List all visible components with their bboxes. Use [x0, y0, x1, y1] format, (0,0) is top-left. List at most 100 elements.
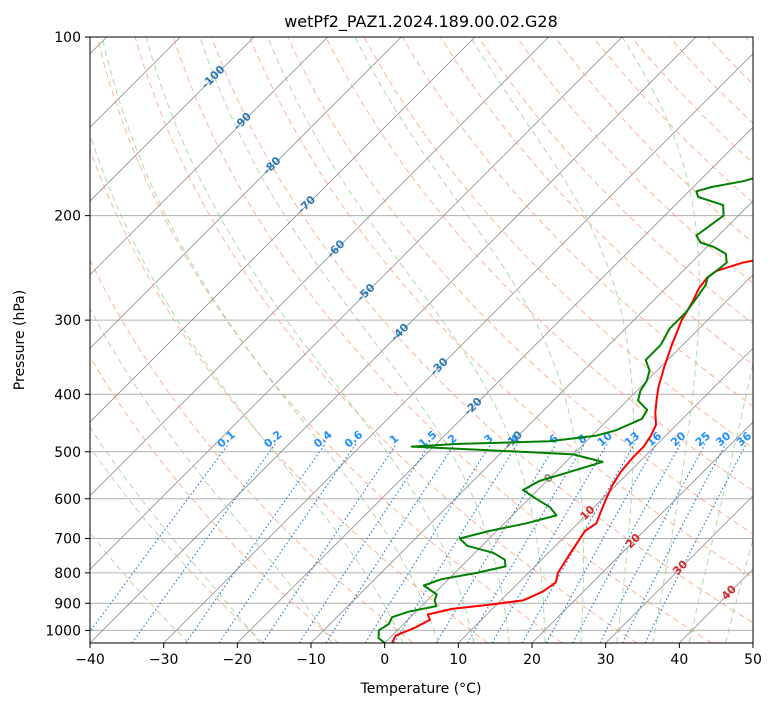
moist-adiabat: [688, 361, 753, 643]
isotherm-label: 30: [670, 557, 690, 577]
y-tick-label: 400: [54, 387, 81, 403]
isotherm-line: [90, 37, 697, 643]
isotherm-label: -20: [462, 395, 485, 418]
moist-adiabat: [145, 37, 475, 643]
dry-adiabat: [90, 355, 339, 643]
y-axis-label: Pressure (hPa): [12, 290, 28, 390]
isotherm-line: [90, 37, 328, 276]
mixing-ratio-label: 36: [734, 429, 754, 449]
mixing-ratio-label: 13: [622, 429, 642, 449]
isotherm-label: -50: [354, 281, 377, 304]
moist-adiabat: [101, 37, 439, 643]
dry-adiabat: [516, 37, 753, 284]
plot-area: 0.1 0.2 0.4 0.6 1 1.5 2 3 4 6 8 10 13 16 20 25 30 36-100-…: [90, 37, 754, 643]
y-tick-label: 500: [54, 445, 81, 461]
isotherm-line: [90, 37, 255, 202]
mixing-ratio-label: 20: [668, 429, 688, 449]
isotherm-label: -40: [388, 320, 411, 343]
mixing-ratio-line: [491, 443, 608, 643]
y-tick-label: 100: [54, 30, 81, 46]
x-tick-label: 10: [449, 652, 467, 668]
isotherm-label: -60: [324, 237, 347, 260]
isotherm-line: [679, 568, 753, 643]
temperature-profile-line: [391, 259, 753, 643]
dry-adiabat: [90, 148, 488, 643]
axes: −40 −30 −20 −10 0 10 20 30 40 5010020030040050060…: [45, 30, 762, 668]
x-tick-label: 20: [523, 652, 541, 668]
isotherm-line: [605, 495, 753, 643]
mixing-ratio-line: [325, 443, 456, 643]
isotherm-line: [237, 126, 753, 643]
x-tick-label: 30: [597, 652, 615, 668]
isotherm-line: [752, 642, 753, 643]
moist-adiabat: [470, 37, 634, 643]
dry-adiabat: [669, 37, 753, 125]
dry-adiabat: [172, 37, 712, 643]
mixing-ratio-label: 0.1: [215, 428, 238, 450]
mixing-ratio-line: [185, 443, 326, 643]
isotherm-line: [384, 274, 753, 643]
isotherm-line: [90, 37, 623, 570]
dry-adiabat: [211, 37, 753, 624]
x-tick-label: −40: [75, 652, 105, 668]
dry-adiabat: [90, 445, 264, 643]
moist-adiabat: [725, 538, 753, 643]
mixing-ratio-line: [435, 443, 557, 643]
mixing-ratio-line: [467, 443, 585, 643]
isotherm-label: -80: [260, 154, 283, 177]
dewpoint-profile-line: [377, 177, 753, 643]
isotherm-line: [458, 347, 753, 643]
isotherm-line: [310, 200, 753, 643]
moist-adiabat: [199, 37, 510, 643]
x-tick-label: 0: [380, 652, 389, 668]
isotherm-line: [90, 37, 402, 349]
plot-frame: [89, 36, 754, 644]
isotherm-label: -70: [295, 193, 318, 216]
dry-adiabat: [249, 37, 753, 579]
dry-adiabat: [554, 37, 753, 244]
mixing-ratio-line: [298, 443, 431, 643]
y-tick-label: 300: [54, 313, 81, 329]
x-axis-label: Temperature (°C): [360, 681, 482, 697]
isotherm-label: -30: [428, 355, 451, 378]
mixing-ratio-line: [131, 443, 276, 643]
mixing-ratio-label: 25: [693, 429, 713, 449]
isotherm-line: [90, 37, 549, 497]
mixing-ratio-label: 1: [387, 432, 401, 447]
mixing-ratio-line: [393, 443, 518, 643]
dry-adiabat: [90, 531, 190, 643]
mixing-ratio-label: 6: [547, 432, 561, 447]
mixing-ratio-line: [599, 443, 706, 643]
x-tick-label: 50: [744, 652, 762, 668]
x-tick-label: −10: [296, 652, 326, 668]
dry-adiabat: [592, 37, 753, 204]
mixing-ratio-line: [90, 443, 230, 633]
isotherm-label: -100: [199, 63, 228, 92]
dry-adiabat: [707, 37, 753, 85]
isotherm-label: -90: [231, 110, 254, 133]
mixing-ratio-label: 0.6: [342, 428, 366, 451]
mixing-ratio-line: [364, 443, 492, 643]
y-tick-label: 200: [54, 209, 81, 225]
mixing-ratio-line: [218, 443, 357, 643]
isotherm-label: 10: [578, 503, 598, 523]
y-tick-label: 700: [54, 532, 81, 548]
moist-adiabat: [621, 37, 700, 643]
moist-adiabat: [90, 426, 261, 643]
isotherm-label: -10: [502, 428, 525, 451]
mixing-ratio-line: [262, 443, 397, 643]
mixing-ratio-line: [521, 443, 635, 643]
moist-adiabat: [90, 307, 333, 643]
dry-adiabat: [90, 258, 414, 643]
isotherm-label: 40: [719, 582, 739, 602]
mixing-ratio-line: [621, 443, 727, 643]
moist-adiabat: [90, 133, 404, 643]
x-tick-label: 40: [670, 652, 688, 668]
isotherm-line: [163, 53, 753, 643]
mixing-ratio-label: 0.2: [261, 428, 284, 450]
dry-adiabat: [96, 37, 563, 643]
moist-adiabat: [354, 37, 584, 643]
x-tick-label: −20: [223, 652, 253, 668]
